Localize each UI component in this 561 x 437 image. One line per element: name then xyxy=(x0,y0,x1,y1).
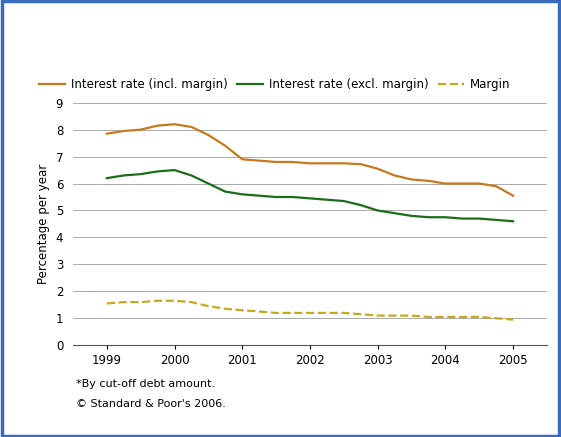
Text: © Standard & Poor's 2006.: © Standard & Poor's 2006. xyxy=(76,399,226,409)
Legend: Interest rate (incl. margin), Interest rate (excl. margin), Margin: Interest rate (incl. margin), Interest r… xyxy=(34,73,515,96)
Y-axis label: Percentage per year: Percentage per year xyxy=(37,164,50,284)
Text: Chart 1: Weighted-Average Interest Rate, Interest Rate Before Margin, and Loan
M: Chart 1: Weighted-Average Interest Rate,… xyxy=(10,10,561,41)
Text: *By cut-off debt amount.: *By cut-off debt amount. xyxy=(76,379,215,389)
